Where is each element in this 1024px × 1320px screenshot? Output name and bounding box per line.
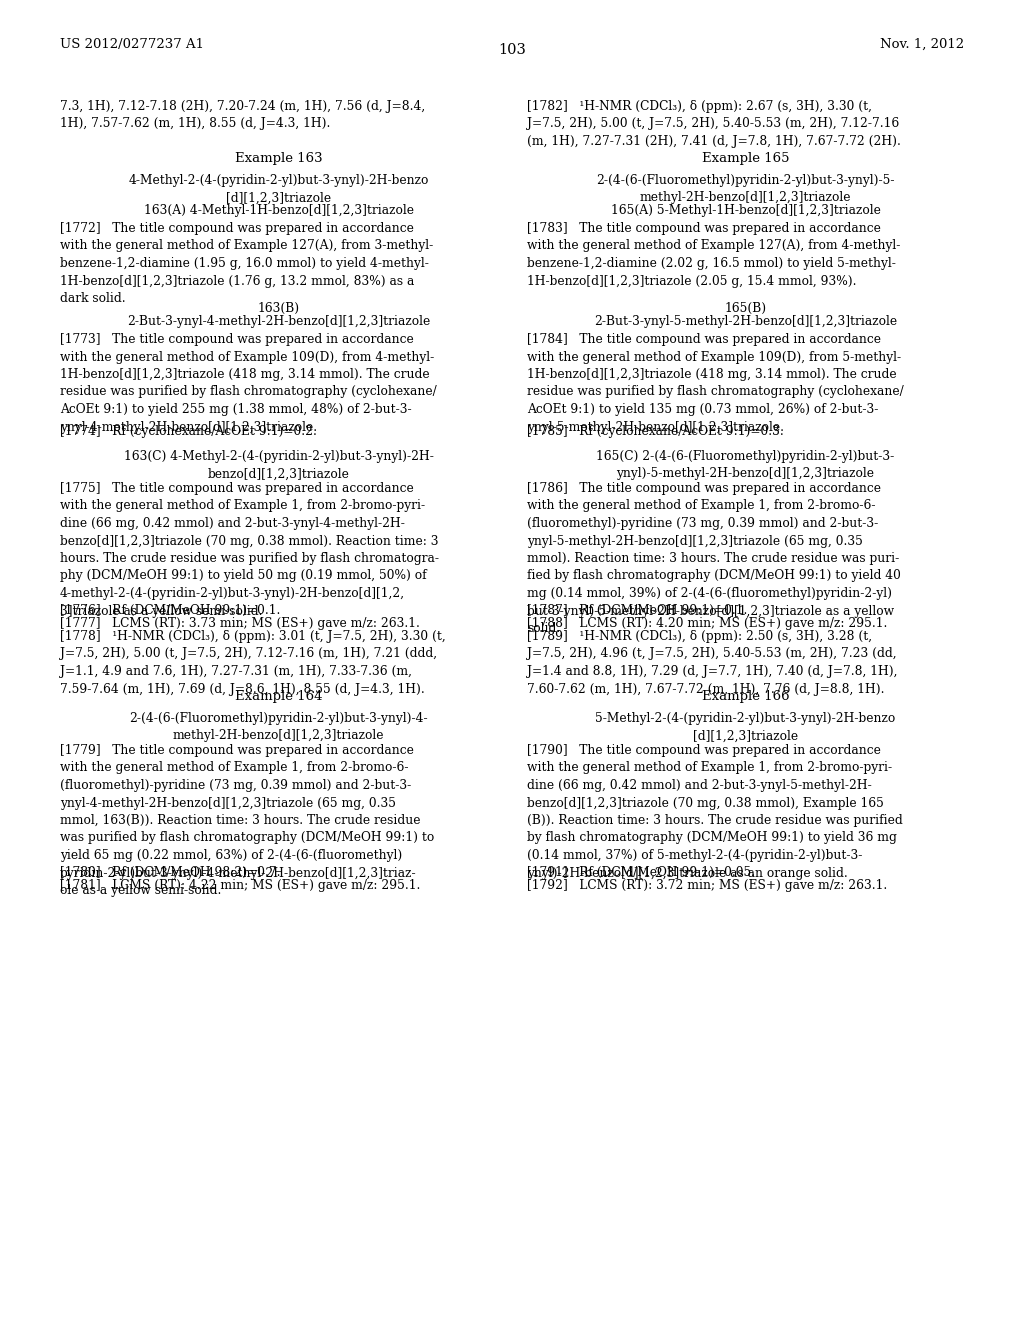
- Text: [1782]   ¹H-NMR (CDCl₃), δ (ppm): 2.67 (s, 3H), 3.30 (t,
J=7.5, 2H), 5.00 (t, J=: [1782] ¹H-NMR (CDCl₃), δ (ppm): 2.67 (s,…: [527, 100, 901, 148]
- Text: 103: 103: [498, 44, 526, 57]
- Text: [1785]   Rf (cyclohexane/AcOEt 9:1)=0.3.: [1785] Rf (cyclohexane/AcOEt 9:1)=0.3.: [527, 425, 783, 438]
- Text: 165(C) 2-(4-(6-(Fluoromethyl)pyridin-2-yl)but-3-
ynyl)-5-methyl-2H-benzo[d][1,2,: 165(C) 2-(4-(6-(Fluoromethyl)pyridin-2-y…: [596, 450, 895, 480]
- Text: 5-Methyl-2-(4-(pyridin-2-yl)but-3-ynyl)-2H-benzo
[d][1,2,3]triazole: 5-Methyl-2-(4-(pyridin-2-yl)but-3-ynyl)-…: [595, 711, 896, 742]
- Text: [1772]   The title compound was prepared in accordance
with the general method o: [1772] The title compound was prepared i…: [60, 222, 433, 305]
- Text: [1773]   The title compound was prepared in accordance
with the general method o: [1773] The title compound was prepared i…: [60, 333, 437, 433]
- Text: [1775]   The title compound was prepared in accordance
with the general method o: [1775] The title compound was prepared i…: [60, 482, 439, 618]
- Text: 2-But-3-ynyl-4-methyl-2H-benzo[d][1,2,3]triazole: 2-But-3-ynyl-4-methyl-2H-benzo[d][1,2,3]…: [127, 315, 430, 327]
- Text: [1780]   Rf (DCM/MeOH 98:2)=0.7.: [1780] Rf (DCM/MeOH 98:2)=0.7.: [60, 866, 281, 879]
- Text: Example 163: Example 163: [234, 152, 323, 165]
- Text: [1788]   LCMS (RT): 4.20 min; MS (ES+) gave m/z: 295.1.: [1788] LCMS (RT): 4.20 min; MS (ES+) gav…: [527, 616, 888, 630]
- Text: [1787]   Rf (DCM/MeOH 99:1)=0.1.: [1787] Rf (DCM/MeOH 99:1)=0.1.: [527, 605, 748, 616]
- Text: [1779]   The title compound was prepared in accordance
with the general method o: [1779] The title compound was prepared i…: [60, 744, 434, 898]
- Text: [1774]   Rf (cyclohexane/AcOEt 9:1)=0.2.: [1774] Rf (cyclohexane/AcOEt 9:1)=0.2.: [60, 425, 316, 438]
- Text: [1776]   Rf (DCM/MeOH 99:1)=0.1.: [1776] Rf (DCM/MeOH 99:1)=0.1.: [60, 605, 281, 616]
- Text: [1790]   The title compound was prepared in accordance
with the general method o: [1790] The title compound was prepared i…: [527, 744, 903, 879]
- Text: 2-But-3-ynyl-5-methyl-2H-benzo[d][1,2,3]triazole: 2-But-3-ynyl-5-methyl-2H-benzo[d][1,2,3]…: [594, 315, 897, 327]
- Text: [1786]   The title compound was prepared in accordance
with the general method o: [1786] The title compound was prepared i…: [527, 482, 901, 635]
- Text: 7.3, 1H), 7.12-7.18 (2H), 7.20-7.24 (m, 1H), 7.56 (d, J=8.4,
1H), 7.57-7.62 (m, : 7.3, 1H), 7.12-7.18 (2H), 7.20-7.24 (m, …: [60, 100, 425, 131]
- Text: [1791]   Rf (DCM/MeOH 99:1)=0.05.: [1791] Rf (DCM/MeOH 99:1)=0.05.: [527, 866, 755, 879]
- Text: [1789]   ¹H-NMR (CDCl₃), δ (ppm): 2.50 (s, 3H), 3.28 (t,
J=7.5, 2H), 4.96 (t, J=: [1789] ¹H-NMR (CDCl₃), δ (ppm): 2.50 (s,…: [527, 630, 897, 696]
- Text: Example 165: Example 165: [701, 152, 790, 165]
- Text: [1792]   LCMS (RT): 3.72 min; MS (ES+) gave m/z: 263.1.: [1792] LCMS (RT): 3.72 min; MS (ES+) gav…: [527, 879, 887, 892]
- Text: Example 164: Example 164: [234, 690, 323, 704]
- Text: 2-(4-(6-(Fluoromethyl)pyridin-2-yl)but-3-ynyl)-4-
methyl-2H-benzo[d][1,2,3]triaz: 2-(4-(6-(Fluoromethyl)pyridin-2-yl)but-3…: [129, 711, 428, 742]
- Text: 165(B): 165(B): [724, 302, 767, 315]
- Text: US 2012/0277237 A1: US 2012/0277237 A1: [60, 38, 204, 51]
- Text: Example 166: Example 166: [701, 690, 790, 704]
- Text: [1781]   LCMS (RT): 4.22 min; MS (ES+) gave m/z: 295.1.: [1781] LCMS (RT): 4.22 min; MS (ES+) gav…: [60, 879, 421, 892]
- Text: [1784]   The title compound was prepared in accordance
with the general method o: [1784] The title compound was prepared i…: [527, 333, 904, 433]
- Text: 2-(4-(6-(Fluoromethyl)pyridin-2-yl)but-3-ynyl)-5-
methyl-2H-benzo[d][1,2,3]triaz: 2-(4-(6-(Fluoromethyl)pyridin-2-yl)but-3…: [596, 174, 895, 205]
- Text: 163(C) 4-Methyl-2-(4-(pyridin-2-yl)but-3-ynyl)-2H-
benzo[d][1,2,3]triazole: 163(C) 4-Methyl-2-(4-(pyridin-2-yl)but-3…: [124, 450, 433, 480]
- Text: Nov. 1, 2012: Nov. 1, 2012: [880, 38, 964, 51]
- Text: [1778]   ¹H-NMR (CDCl₃), δ (ppm): 3.01 (t, J=7.5, 2H), 3.30 (t,
J=7.5, 2H), 5.00: [1778] ¹H-NMR (CDCl₃), δ (ppm): 3.01 (t,…: [60, 630, 445, 696]
- Text: 165(A) 5-Methyl-1H-benzo[d][1,2,3]triazole: 165(A) 5-Methyl-1H-benzo[d][1,2,3]triazo…: [610, 205, 881, 216]
- Text: 163(A) 4-Methyl-1H-benzo[d][1,2,3]triazole: 163(A) 4-Methyl-1H-benzo[d][1,2,3]triazo…: [143, 205, 414, 216]
- Text: [1783]   The title compound was prepared in accordance
with the general method o: [1783] The title compound was prepared i…: [527, 222, 900, 288]
- Text: 4-Methyl-2-(4-(pyridin-2-yl)but-3-ynyl)-2H-benzo
[d][1,2,3]triazole: 4-Methyl-2-(4-(pyridin-2-yl)but-3-ynyl)-…: [128, 174, 429, 205]
- Text: 163(B): 163(B): [257, 302, 300, 315]
- Text: [1777]   LCMS (RT): 3.73 min; MS (ES+) gave m/z: 263.1.: [1777] LCMS (RT): 3.73 min; MS (ES+) gav…: [60, 616, 420, 630]
